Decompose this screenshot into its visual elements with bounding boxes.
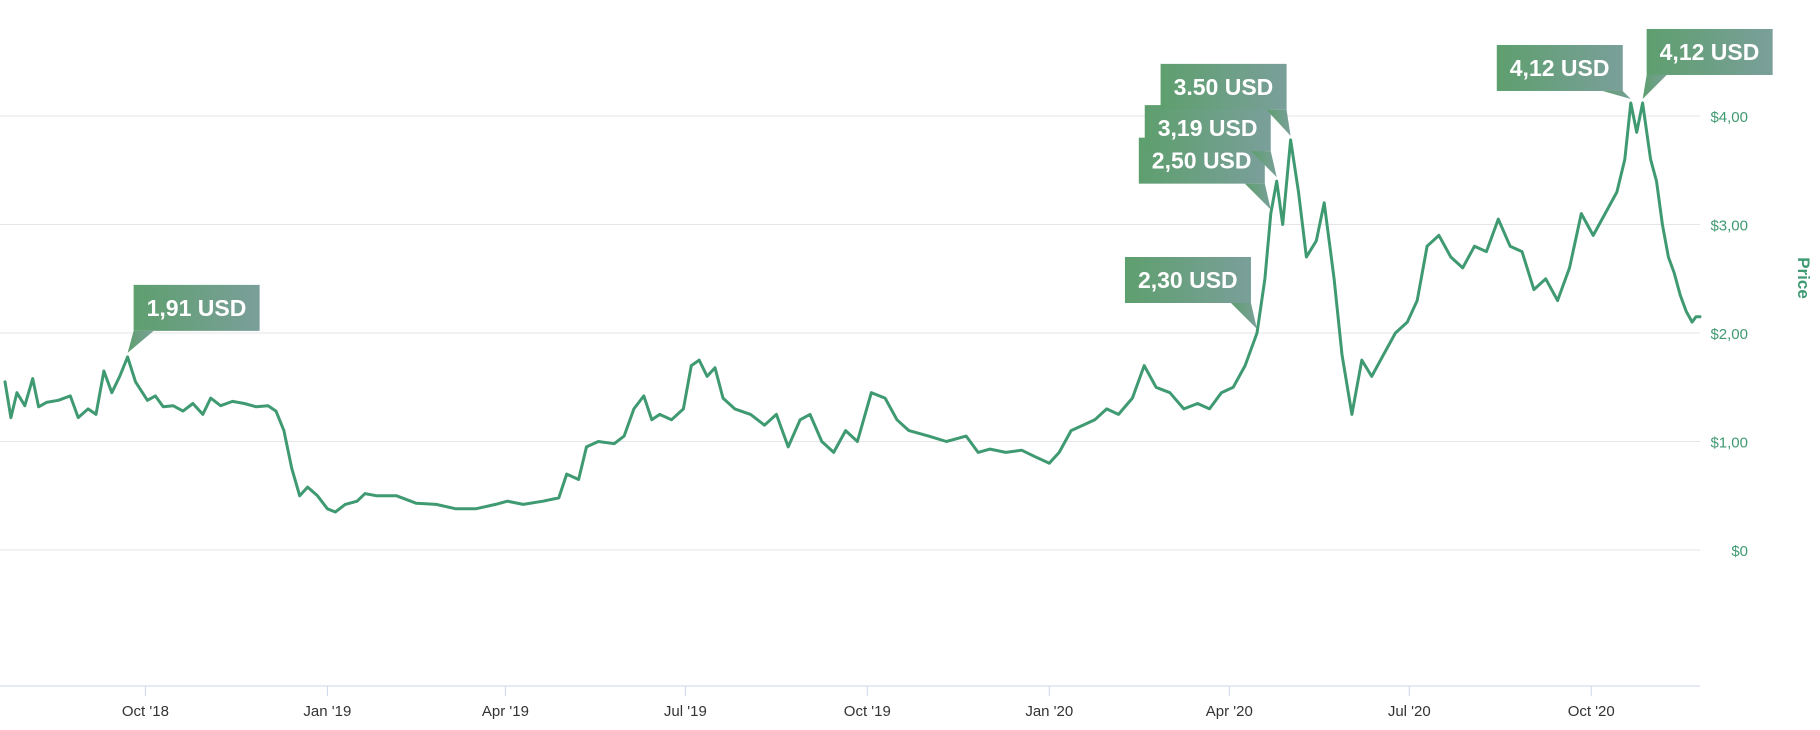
x-tick-label: Apr '20: [1206, 703, 1253, 720]
y-axis-title: Price: [1794, 257, 1813, 299]
y-tick-label: $3,00: [1710, 218, 1748, 235]
price-callout: 1,91 USD: [127, 284, 260, 353]
x-tick-label: Jul '20: [1388, 703, 1431, 720]
y-tick-label: $2,00: [1710, 326, 1748, 343]
y-tick-label: $4,00: [1710, 109, 1748, 126]
price-callout-pointer: [1266, 109, 1291, 136]
price-callout: 3.50 USD: [1160, 63, 1291, 136]
price-callout-box: [1496, 44, 1623, 91]
y-tick-label: $0: [1731, 543, 1748, 560]
grid-layer: [0, 115, 1700, 551]
price-callout: 4,12 USD: [1642, 28, 1773, 99]
price-callout-label: 4,12 USD: [1510, 55, 1610, 81]
price-callout-pointer: [1602, 90, 1631, 99]
x-tick-label: Jul '19: [664, 703, 707, 720]
price-callout-label: 4,12 USD: [1660, 39, 1760, 65]
x-tick-label: Oct '20: [1568, 703, 1615, 720]
x-tick-label: Oct '18: [122, 703, 169, 720]
price-callout: 2,30 USD: [1124, 257, 1257, 329]
y-tick-label: $1,00: [1710, 435, 1748, 452]
price-callout-pointer: [127, 330, 154, 353]
price-callout-box: [1646, 28, 1773, 75]
x-tick-label: Apr '19: [482, 703, 529, 720]
axis-layer: $0 $1,00 $2,00 $3,00 $4,00 Oct '18 Jan '19 Apr …: [0, 109, 1748, 720]
price-callout: 3,19 USD: [1144, 105, 1277, 178]
price-callout-label: 1,91 USD: [147, 295, 247, 321]
price-callout-box: [1124, 257, 1251, 303]
price-callout-pointer: [1230, 303, 1257, 329]
price-callout-label: 3.50 USD: [1174, 74, 1274, 100]
price-callout-label: 2,50 USD: [1152, 148, 1252, 174]
series-layer: [3, 101, 1702, 514]
annotation-layer: 1,91 USD 2,30 USD 2,50 USD 3,19 USD 3.50 USD…: [127, 28, 1773, 353]
price-callout-pointer: [1244, 183, 1271, 210]
price-series-line: [3, 101, 1702, 514]
x-tick-label: Jan '19: [303, 703, 351, 720]
price-callout: 4,12 USD: [1496, 44, 1631, 99]
price-callout-pointer: [1250, 151, 1277, 178]
x-tick-label: Oct '19: [844, 703, 891, 720]
price-callout-box: [1160, 63, 1287, 110]
price-callout-box: [1144, 105, 1271, 152]
price-callout-pointer: [1642, 74, 1667, 99]
x-tick-label: Jan '20: [1025, 703, 1073, 720]
price-callout-label: 3,19 USD: [1158, 115, 1258, 141]
price-callout-box: [133, 284, 260, 331]
price-callout-label: 2,30 USD: [1138, 267, 1238, 293]
